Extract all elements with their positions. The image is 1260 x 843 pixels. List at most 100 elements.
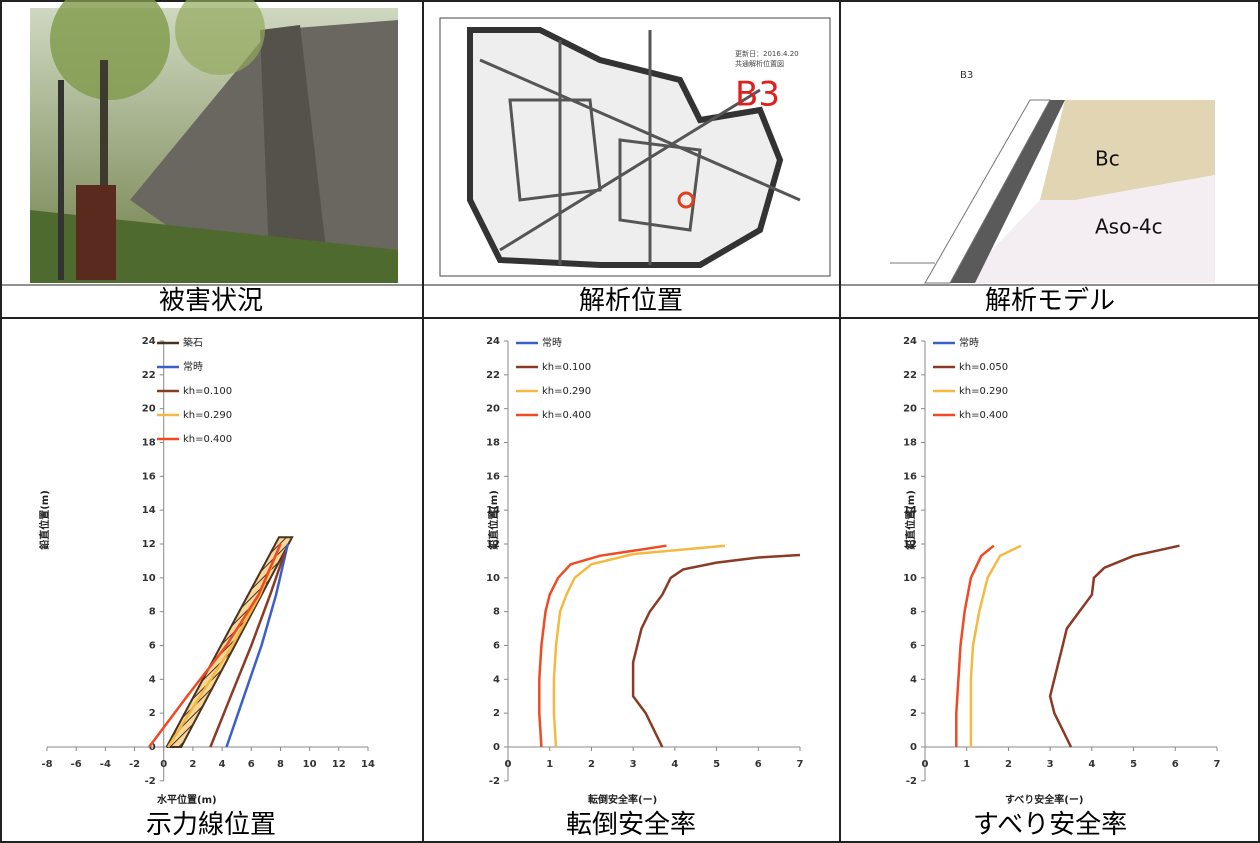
y-tick-label: 16	[142, 471, 156, 482]
caption: 被害状況	[159, 286, 263, 316]
x-tick-label: 3	[1047, 759, 1054, 770]
x-axis-label: 水平位置(m)	[156, 793, 217, 806]
x-tick-label: 4	[1088, 759, 1095, 770]
x-tick-label: 4	[671, 759, 678, 770]
photo	[30, 0, 398, 283]
y-tick-label: 20	[486, 404, 500, 415]
series-line	[969, 544, 1022, 747]
x-tick-label: 7	[797, 759, 804, 770]
y-tick-label: -2	[489, 776, 500, 787]
x-tick-label: 7	[1214, 759, 1221, 770]
series-line	[552, 544, 726, 748]
model-id: B3	[960, 70, 973, 81]
y-tick-label: 18	[486, 437, 500, 448]
x-tick-label: 2	[1005, 759, 1012, 770]
y-tick-label: 6	[910, 640, 917, 651]
series-line	[955, 544, 995, 747]
y-tick-label: 22	[486, 370, 500, 381]
x-axis-label: すべり安全率(ー)	[1005, 793, 1083, 806]
series-line	[538, 544, 667, 748]
legend-label: kh=0.050	[959, 362, 1008, 373]
x-tick-label: 6	[755, 759, 762, 770]
y-tick-label: 6	[149, 640, 156, 651]
y-tick-label: 22	[903, 370, 917, 381]
legend-label: kh=0.400	[183, 434, 232, 445]
y-tick-label: 4	[149, 674, 156, 685]
y-tick-label: 8	[493, 607, 500, 618]
y-tick-label: 16	[486, 471, 500, 482]
y-axis-label: 鉛直位置(m)	[487, 490, 500, 550]
y-tick-label: 18	[142, 437, 156, 448]
y-tick-label: 2	[149, 708, 156, 719]
x-tick-label: 4	[219, 759, 226, 770]
y-tick-label: 0	[149, 742, 156, 753]
y-tick-label: 20	[903, 404, 917, 415]
y-tick-label: 24	[903, 336, 917, 347]
x-tick-label: 12	[332, 759, 346, 770]
series-line	[148, 543, 282, 748]
map	[439, 17, 831, 277]
y-axis-label: 鉛直位置(m)	[904, 490, 917, 550]
x-tick-label: 8	[277, 759, 284, 770]
x-tick-label: 2	[189, 759, 196, 770]
legend-label: kh=0.290	[183, 410, 232, 421]
y-tick-label: 6	[493, 640, 500, 651]
y-tick-label: 12	[903, 539, 917, 550]
y-tick-label: 14	[142, 505, 156, 516]
x-tick-label: -2	[129, 759, 140, 770]
legend-label: kh=0.290	[959, 386, 1008, 397]
chart-title: 転倒安全率	[566, 810, 696, 840]
legend-label: 常時	[959, 336, 979, 349]
legend-label: kh=0.290	[542, 386, 591, 397]
x-tick-label: 0	[922, 759, 929, 770]
x-axis-label: 転倒安全率(ー)	[588, 793, 657, 806]
caption: 解析位置	[579, 286, 683, 316]
layer-label: Bc	[1095, 147, 1120, 171]
y-tick-label: 2	[910, 708, 917, 719]
legend-label: kh=0.100	[183, 386, 232, 397]
y-axis-label: 鉛直位置(m)	[38, 490, 51, 550]
y-tick-label: 16	[903, 471, 917, 482]
map-note: 更新日：2016.4.20	[735, 49, 799, 58]
caption: 解析モデル	[985, 286, 1115, 316]
x-tick-label: 10	[303, 759, 317, 770]
y-tick-label: -2	[906, 776, 917, 787]
y-tick-label: 18	[903, 437, 917, 448]
x-tick-label: 0	[505, 759, 512, 770]
model	[890, 99, 1215, 284]
legend-label: 常時	[183, 360, 203, 373]
y-tick-label: 22	[142, 370, 156, 381]
y-tick-label: 10	[903, 573, 917, 584]
y-tick-label: 20	[142, 404, 156, 415]
y-tick-label: 4	[910, 674, 917, 685]
series-line	[1048, 544, 1180, 748]
y-tick-label: 0	[910, 742, 917, 753]
legend-label: 常時	[542, 336, 562, 349]
chart-title: 示力線位置	[146, 810, 276, 840]
x-tick-label: 3	[630, 759, 637, 770]
legend-label: 築石	[183, 336, 203, 349]
series-line	[225, 543, 290, 748]
y-tick-label: 24	[142, 336, 156, 347]
legend-label: kh=0.400	[542, 410, 591, 421]
y-tick-label: 10	[142, 573, 156, 584]
y-tick-label: 8	[149, 607, 156, 618]
x-tick-label: -6	[71, 759, 82, 770]
y-tick-label: 0	[493, 742, 500, 753]
legend-label: kh=0.400	[959, 410, 1008, 421]
x-tick-label: 1	[546, 759, 553, 770]
y-tick-label: -2	[145, 776, 156, 787]
series-line	[209, 551, 286, 748]
y-tick-label: 10	[486, 573, 500, 584]
x-tick-label: 1	[963, 759, 970, 770]
y-tick-label: 12	[142, 539, 156, 550]
x-tick-label: 5	[713, 759, 720, 770]
x-tick-label: 2	[588, 759, 595, 770]
chart-title: すべり安全率	[973, 810, 1127, 840]
layer-label: Aso-4c	[1095, 215, 1163, 239]
series-line	[631, 553, 801, 748]
y-tick-label: 12	[486, 539, 500, 550]
y-tick-label: 14	[486, 505, 500, 516]
x-tick-label: -4	[100, 759, 111, 770]
